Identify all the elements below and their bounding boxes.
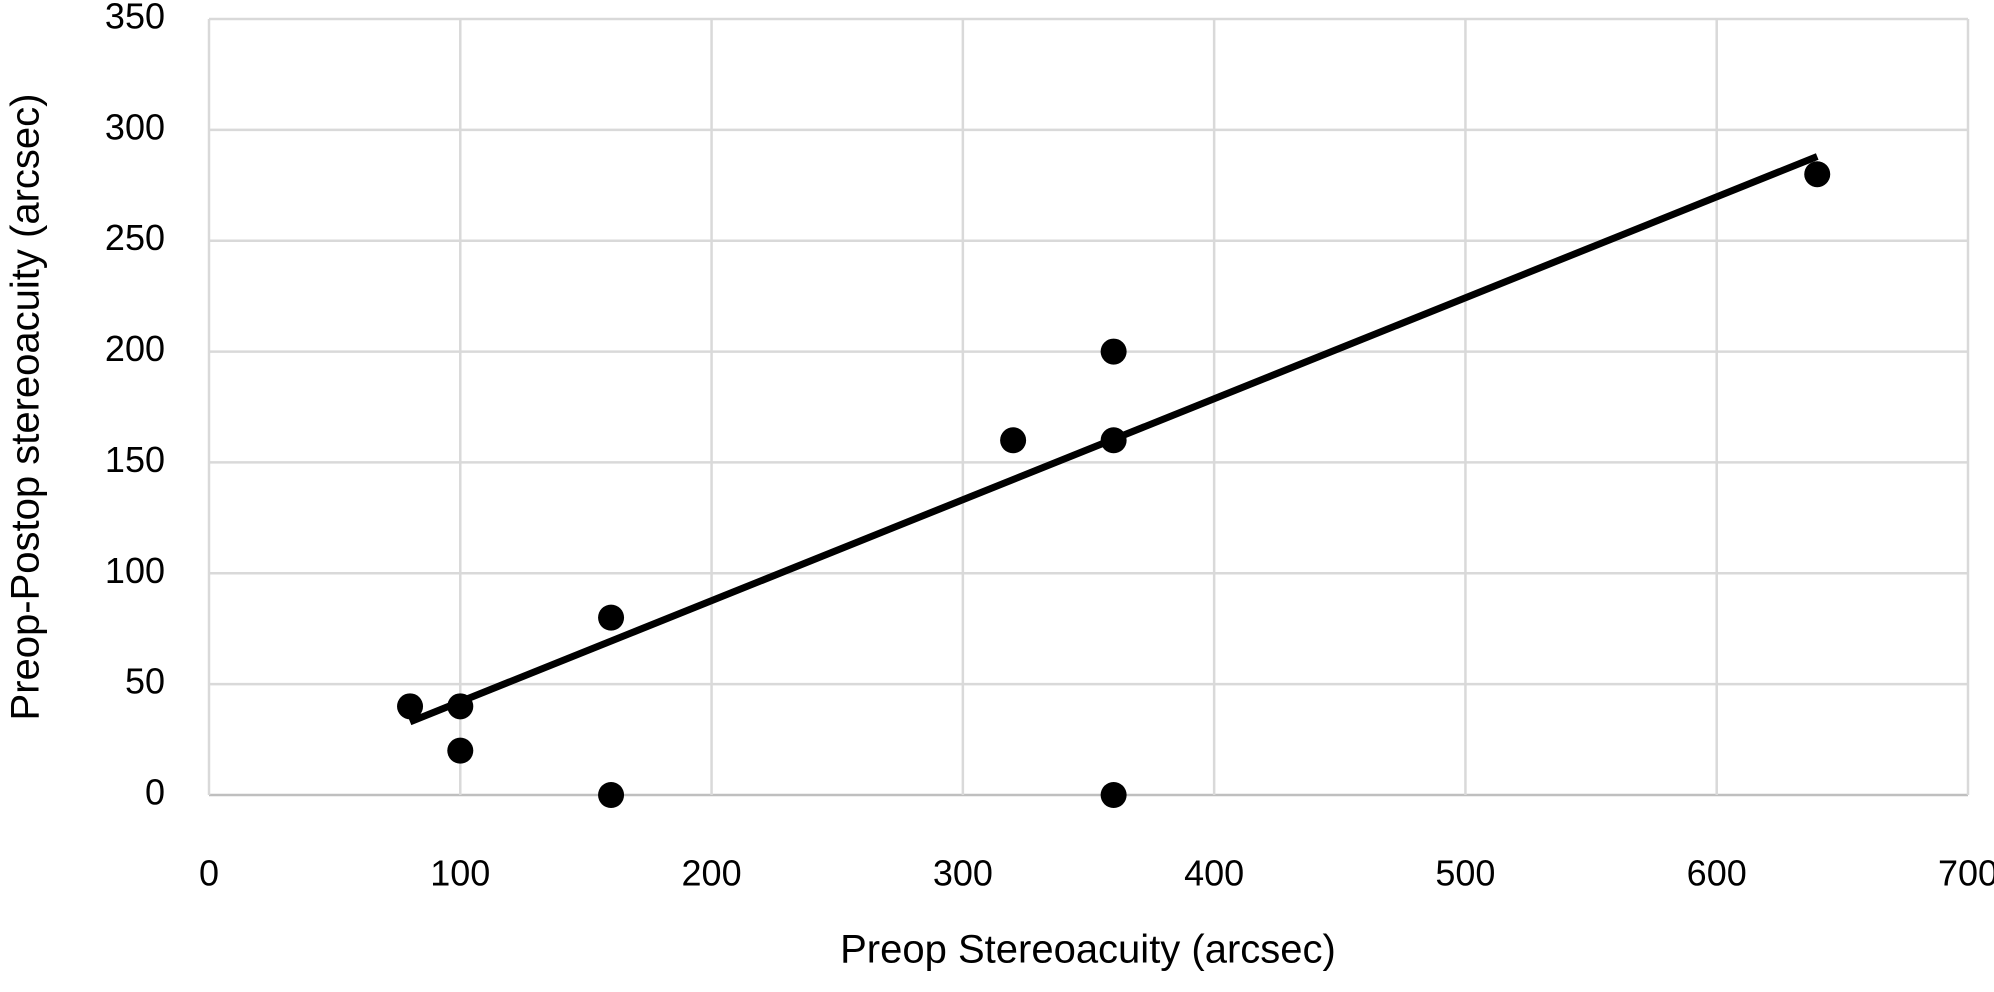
y-tick-label: 0 [145,772,165,813]
y-tick-label: 200 [105,328,165,369]
data-point [1000,427,1027,454]
x-tick-label: 500 [1435,853,1495,894]
x-tick-label: 400 [1184,853,1244,894]
x-axis-title: Preop Stereoacuity (arcsec) [840,928,1336,972]
y-axis-title: Preop-Postop stereoacuity (arcsec) [4,94,48,721]
data-point [447,737,474,764]
y-tick-label: 50 [125,661,165,702]
x-tick-label: 100 [430,853,490,894]
x-tick-label: 700 [1938,853,1994,894]
y-tick-label: 350 [105,0,165,37]
data-point [447,693,474,720]
y-tick-label: 100 [105,550,165,591]
y-tick-label: 300 [105,106,165,147]
data-point [1804,161,1831,188]
x-tick-label: 600 [1687,853,1747,894]
data-point [598,782,625,808]
x-tick-label: 200 [682,853,742,894]
x-tick-label: 300 [933,853,993,894]
y-tick-label: 150 [105,439,165,480]
x-tick-label: 0 [199,853,219,894]
data-point [1100,427,1127,454]
data-point [1100,338,1127,365]
data-point [1100,782,1127,808]
data-point [397,693,424,720]
data-point [598,604,625,631]
y-tick-label: 250 [105,217,165,258]
